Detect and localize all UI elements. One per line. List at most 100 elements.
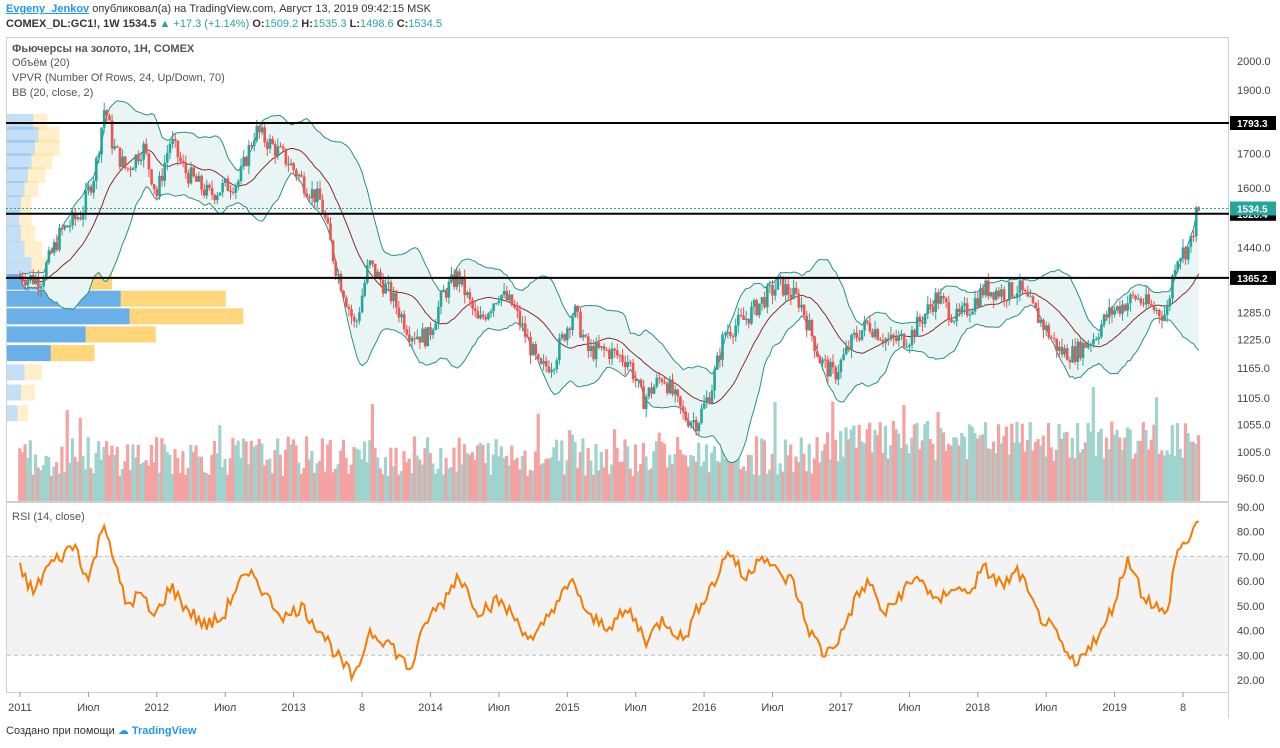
vpvr-down-bar: [120, 290, 226, 307]
volume-bar: [486, 443, 490, 501]
candle-body: [679, 396, 682, 407]
volume-bar: [394, 447, 398, 501]
candle-body: [579, 311, 582, 338]
vpvr-up-bar: [7, 308, 130, 325]
volume-bar: [760, 438, 764, 501]
price-tick-label: 1600.0: [1237, 183, 1271, 195]
candle-body: [952, 321, 956, 323]
rsi-tick-label: 90.00: [1237, 502, 1265, 514]
volume-bar: [965, 459, 969, 501]
volume-bar: [907, 453, 911, 501]
candle-body: [1123, 304, 1127, 311]
candle-body: [737, 314, 740, 326]
time-tick-label: 2013: [281, 702, 305, 714]
volume-bar: [502, 457, 506, 501]
candle-body: [92, 180, 95, 193]
candle-body: [121, 156, 124, 167]
volume-bar: [478, 443, 482, 501]
tradingview-logo-icon[interactable]: ☁: [117, 725, 129, 737]
volume-bar: [489, 475, 493, 501]
candle-body: [808, 320, 811, 331]
candle-body: [139, 159, 143, 162]
volume-bar: [1081, 449, 1085, 501]
time-tick-label: 2014: [418, 702, 442, 714]
volume-bar: [749, 455, 753, 501]
volume-bar: [520, 455, 524, 501]
candle-body: [181, 160, 185, 163]
candle-body: [381, 280, 385, 294]
candle-body: [473, 308, 477, 311]
volume-bar: [589, 460, 593, 501]
candle-body: [544, 361, 548, 367]
candle-body: [447, 281, 451, 298]
candle-body: [829, 361, 832, 377]
volume-bar: [768, 469, 772, 501]
legend-bb[interactable]: BB (20, close, 2): [12, 87, 93, 99]
candle-body: [637, 379, 640, 381]
volume-bar: [1173, 456, 1177, 501]
candle-body: [502, 291, 506, 295]
rsi-tick-label: 20.00: [1237, 675, 1265, 687]
vpvr-up-bar: [7, 167, 28, 183]
volume-bar: [249, 440, 253, 501]
legend-volume[interactable]: Объём (20): [12, 57, 70, 69]
volume-bar: [733, 442, 738, 501]
price-tick-label: 1440.0: [1237, 243, 1271, 255]
candle-body: [305, 193, 309, 198]
candle-body: [468, 292, 472, 300]
volume-bar: [1191, 441, 1195, 501]
author-link[interactable]: Evgeny_Jenkov: [6, 3, 90, 15]
legend-rsi[interactable]: RSI (14, close): [12, 511, 85, 523]
price-axis-labels: 2000.0 1900.0 1700.0 1600.0 1440.0 1285.0 1225…: [1237, 56, 1271, 485]
time-tick-label: 2011: [8, 702, 32, 714]
candle-body: [531, 344, 535, 356]
volume-bar: [778, 463, 782, 501]
volume-bar: [891, 421, 895, 501]
candle-body: [568, 328, 572, 331]
candle-body: [505, 291, 509, 301]
volume-bar: [473, 460, 477, 501]
candle-body: [1155, 310, 1158, 311]
candle-body: [1073, 346, 1077, 362]
candle-body: [1194, 207, 1198, 237]
candle-body: [152, 184, 156, 190]
level-tag: [1230, 116, 1276, 130]
candle-body: [921, 321, 924, 324]
candle-body: [752, 300, 756, 307]
price-tick-label: 1225.0: [1237, 335, 1271, 347]
candle-body: [1031, 296, 1035, 303]
volume-bar: [262, 465, 267, 501]
candle-body: [958, 308, 961, 313]
candle-body: [55, 242, 59, 250]
legend-vpvr[interactable]: VPVR (Number Of Rows, 24, Up/Down, 70): [12, 72, 225, 84]
candle-body: [363, 282, 366, 296]
published-text: опубликовал(а) на TradingView.com, Авгус…: [92, 3, 431, 15]
volume-bar: [644, 456, 648, 501]
candle-body: [250, 145, 253, 147]
volume-bar: [1102, 458, 1106, 501]
volume-bar: [620, 461, 624, 501]
volume-bar: [260, 443, 264, 501]
candle-body: [702, 403, 706, 409]
candle-body: [1110, 307, 1114, 315]
candle-body: [847, 347, 851, 351]
volume-bar: [1028, 422, 1032, 501]
volume-bar: [173, 449, 177, 501]
volume-bar: [55, 462, 59, 501]
candle-body: [379, 271, 382, 280]
volume-bar: [212, 441, 217, 501]
candle-body: [721, 334, 724, 360]
candle-body: [934, 292, 937, 312]
volume-bar: [752, 474, 756, 501]
candle-body: [915, 316, 919, 337]
candle-body: [671, 379, 674, 395]
volume-bar: [39, 470, 43, 501]
volume-bar: [368, 440, 372, 501]
volume-bar: [165, 451, 169, 501]
candle-body: [1002, 289, 1006, 301]
footer-brand[interactable]: TradingView: [131, 725, 197, 737]
candle-body: [326, 217, 330, 224]
candle-body: [268, 138, 272, 149]
candle-body: [63, 225, 66, 229]
